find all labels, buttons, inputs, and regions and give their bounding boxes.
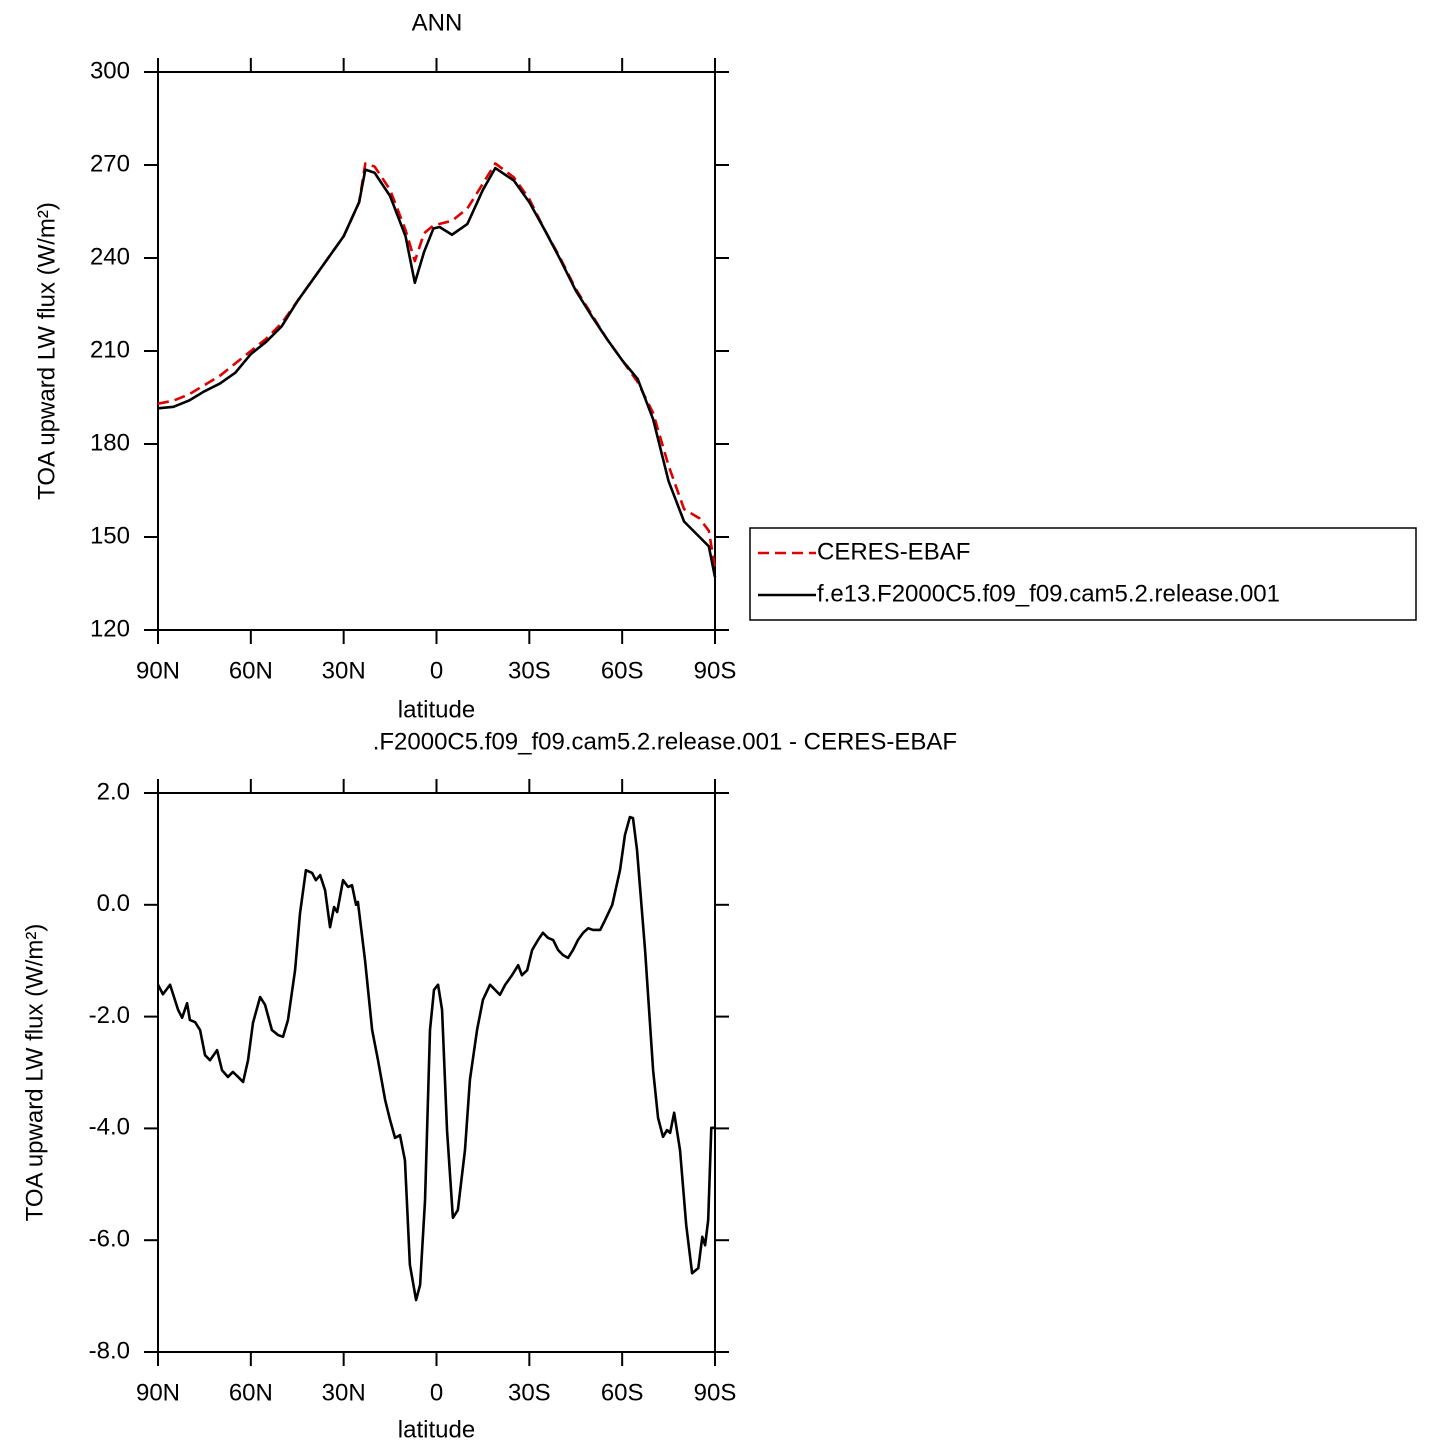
- x-tick-label: 90N: [136, 1379, 180, 1406]
- data-line: [156, 815, 715, 1302]
- legend-label: CERES-EBAF: [817, 538, 970, 565]
- x-axis-label: latitude: [398, 1416, 475, 1443]
- x-tick-label: 60N: [229, 1379, 273, 1406]
- y-tick-label: -6.0: [89, 1226, 130, 1253]
- x-tick-label: 30S: [508, 657, 551, 684]
- y-tick-label: -4.0: [89, 1114, 130, 1141]
- x-tick-label: 0: [430, 1379, 443, 1406]
- y-tick-label: 270: [90, 150, 130, 177]
- x-tick-label: 60S: [601, 1379, 644, 1406]
- x-tick-label: 60S: [601, 657, 644, 684]
- y-axis-label: TOA upward LW flux (W/m²): [21, 924, 48, 1222]
- x-tick-label: 90N: [136, 657, 180, 684]
- legend-label: f.e13.F2000C5.f09_f09.cam5.2.release.001: [817, 580, 1280, 607]
- x-tick-label: 30S: [508, 1379, 551, 1406]
- x-tick-label: 0: [430, 657, 443, 684]
- y-tick-label: -8.0: [89, 1337, 130, 1364]
- data-line: [157, 166, 717, 578]
- x-tick-label: 60N: [229, 657, 273, 684]
- chart-title: ANN: [412, 9, 463, 36]
- y-tick-label: 300: [90, 57, 130, 84]
- chart-title: .F2000C5.f09_f09.cam5.2.release.001 - CE…: [373, 728, 957, 755]
- y-tick-label: 120: [90, 615, 130, 642]
- y-tick-label: 150: [90, 522, 130, 549]
- y-tick-label: 240: [90, 243, 130, 270]
- y-tick-label: 210: [90, 336, 130, 363]
- y-tick-label: 2.0: [97, 778, 130, 805]
- x-axis-label: latitude: [398, 696, 475, 723]
- x-tick-label: 30N: [322, 657, 366, 684]
- y-tick-label: 0.0: [97, 890, 130, 917]
- y-tick-label: 180: [90, 429, 130, 456]
- x-tick-label: 90S: [694, 1379, 737, 1406]
- x-tick-label: 30N: [322, 1379, 366, 1406]
- y-tick-label: -2.0: [89, 1002, 130, 1029]
- y-axis-label: TOA upward LW flux (W/m²): [33, 202, 60, 500]
- legend-box: [749, 527, 1417, 621]
- x-tick-label: 90S: [694, 657, 737, 684]
